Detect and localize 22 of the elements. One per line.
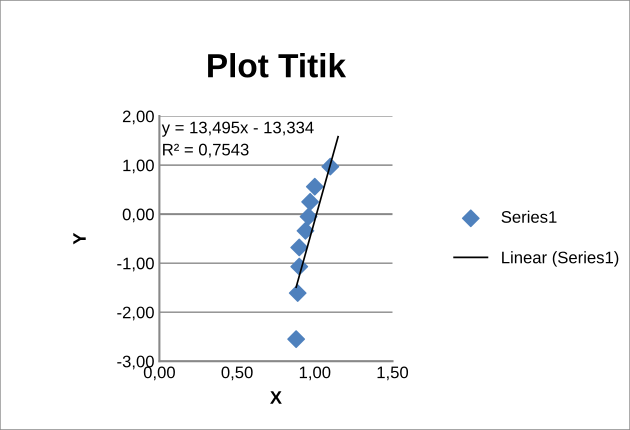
point xyxy=(300,208,318,226)
annotation: y = 13,495x - 13,334 xyxy=(162,122,314,137)
chart-title: Plot Titik xyxy=(208,53,346,78)
y-tick-label: 2,00 xyxy=(122,110,154,124)
legend-label: Linear (Series1) xyxy=(502,251,618,267)
point xyxy=(287,330,306,348)
x-tick-label: 1,00 xyxy=(300,366,330,380)
y-tick-label: -2,00 xyxy=(117,306,154,320)
point xyxy=(290,238,308,256)
y-axis-title: Y xyxy=(73,232,86,244)
y-tick-label: 0,00 xyxy=(122,208,154,222)
annotation: R² = 0,7543 xyxy=(163,144,249,158)
legend-label: Series1 xyxy=(502,210,556,223)
point xyxy=(296,222,314,240)
point xyxy=(288,284,307,302)
point xyxy=(306,178,324,196)
y-tick-label: -1,00 xyxy=(117,258,154,272)
y-tick-label: 1,00 xyxy=(123,160,154,174)
x-tick-label: 1,50 xyxy=(378,366,408,380)
x-axis-title: X xyxy=(270,391,282,404)
x-tick-label: 0,50 xyxy=(222,366,253,380)
point xyxy=(301,192,320,211)
